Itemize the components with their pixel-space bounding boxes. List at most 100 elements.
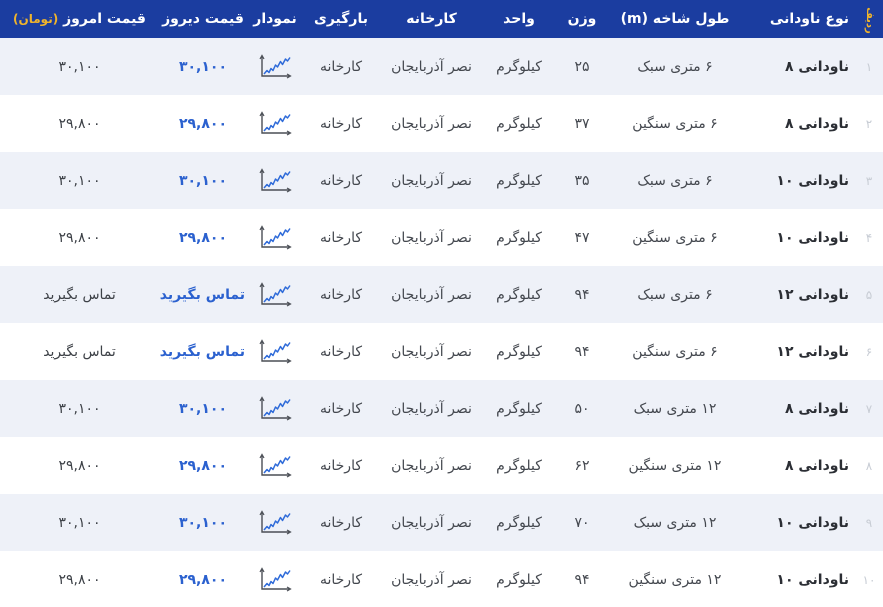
loading-location: کارخانه [319, 172, 362, 189]
header-today-price: قیمت امروز (تومان) [0, 0, 159, 38]
today-price: ۳۰,۱۰۰ [58, 514, 101, 531]
chart-cell [247, 323, 303, 380]
branch-length: ۶ متری سنگین [632, 343, 718, 360]
row-number: ۶ [865, 344, 873, 359]
loading-location: کارخانه [319, 343, 362, 360]
sparkline-chart-icon[interactable] [257, 110, 293, 138]
header-chart: نمودار [247, 0, 303, 38]
chart-cell [247, 95, 303, 152]
weight-value: ۳۵ [574, 172, 590, 189]
header-loading: بارگیری [303, 0, 379, 38]
loading-location: کارخانه [319, 400, 362, 417]
weight-value: ۷۰ [574, 514, 590, 531]
chart-cell [247, 380, 303, 437]
yesterday-price: ۲۹,۸۰۰ [178, 229, 228, 246]
factory-name: نصر آذربایجان [391, 514, 472, 531]
header-today-price-unit: (تومان) [13, 12, 59, 26]
sparkline-chart-icon[interactable] [257, 566, 293, 594]
today-price: ۳۰,۱۰۰ [58, 400, 101, 417]
channel-type: ناودانی ۱۰ [776, 172, 849, 189]
sparkline-chart-icon[interactable] [257, 281, 293, 309]
sparkline-chart-icon[interactable] [257, 395, 293, 423]
header-row-index-label: ردیف [863, 7, 875, 34]
factory-name: نصر آذربایجان [391, 58, 472, 75]
weight-value: ۵۰ [574, 400, 590, 417]
header-weight: وزن [554, 0, 610, 38]
weight-value: ۹۴ [574, 343, 590, 360]
table-body: ۱ ناودانی ۸ ۶ متری سبک ۲۵ کیلوگرم نصر آذ… [0, 38, 883, 607]
table-row: ۴ ناودانی ۱۰ ۶ متری سنگین ۴۷ کیلوگرم نصر… [0, 209, 883, 266]
loading-location: کارخانه [319, 571, 362, 588]
chart-cell [247, 38, 303, 95]
weight-value: ۹۴ [574, 286, 590, 303]
row-number: ۳ [865, 173, 873, 188]
factory-name: نصر آذربایجان [391, 286, 472, 303]
today-price: تماس بگیرید [43, 343, 116, 360]
weight-value: ۲۵ [574, 58, 590, 75]
header-row-index: ردیف [855, 0, 883, 38]
channel-type: ناودانی ۸ [784, 400, 849, 417]
factory-name: نصر آذربایجان [391, 229, 472, 246]
header-channel-type: نوع ناودانی [740, 0, 855, 38]
today-price: تماس بگیرید [43, 286, 116, 303]
factory-name: نصر آذربایجان [391, 343, 472, 360]
channel-type: ناودانی ۱۰ [776, 571, 849, 588]
unit-value: کیلوگرم [496, 571, 542, 588]
chart-cell [247, 209, 303, 266]
channel-type: ناودانی ۱۰ [776, 514, 849, 531]
table-row: ۸ ناودانی ۸ ۱۲ متری سنگین ۶۲ کیلوگرم نصر… [0, 437, 883, 494]
sparkline-chart-icon[interactable] [257, 509, 293, 537]
today-price: ۲۹,۸۰۰ [58, 571, 101, 588]
loading-location: کارخانه [319, 229, 362, 246]
unit-value: کیلوگرم [496, 172, 542, 189]
header-factory: کارخانه [379, 0, 484, 38]
header-today-price-label: قیمت امروز [63, 11, 146, 27]
yesterday-price: ۳۰,۱۰۰ [178, 172, 228, 189]
factory-name: نصر آذربایجان [391, 571, 472, 588]
branch-length: ۱۲ متری سنگین [628, 571, 722, 588]
yesterday-price: ۲۹,۸۰۰ [178, 115, 228, 132]
sparkline-chart-icon[interactable] [257, 167, 293, 195]
sparkline-chart-icon[interactable] [257, 53, 293, 81]
branch-length: ۶ متری سنگین [632, 229, 718, 246]
factory-name: نصر آذربایجان [391, 457, 472, 474]
weight-value: ۶۲ [574, 457, 590, 474]
channel-type: ناودانی ۸ [784, 58, 849, 75]
row-number: ۷ [865, 401, 873, 416]
unit-value: کیلوگرم [496, 457, 542, 474]
loading-location: کارخانه [319, 457, 362, 474]
unit-value: کیلوگرم [496, 400, 542, 417]
row-number: ۹ [865, 515, 873, 530]
channel-type: ناودانی ۱۲ [776, 343, 849, 360]
loading-location: کارخانه [319, 514, 362, 531]
branch-length: ۶ متری سبک [637, 172, 713, 189]
unit-value: کیلوگرم [496, 286, 542, 303]
branch-length: ۶ متری سنگین [632, 115, 718, 132]
chart-cell [247, 551, 303, 607]
today-price: ۳۰,۱۰۰ [58, 58, 101, 75]
factory-name: نصر آذربایجان [391, 172, 472, 189]
today-price: ۲۹,۸۰۰ [58, 115, 101, 132]
channel-type: ناودانی ۱۲ [776, 286, 849, 303]
sparkline-chart-icon[interactable] [257, 224, 293, 252]
loading-location: کارخانه [319, 58, 362, 75]
factory-name: نصر آذربایجان [391, 400, 472, 417]
chart-cell [247, 152, 303, 209]
chart-cell [247, 437, 303, 494]
branch-length: ۱۲ متری سبک [633, 400, 717, 417]
weight-value: ۴۷ [574, 229, 590, 246]
yesterday-price: ۳۰,۱۰۰ [178, 514, 228, 531]
today-price: ۲۹,۸۰۰ [58, 457, 101, 474]
channel-type: ناودانی ۸ [784, 115, 849, 132]
weight-value: ۹۴ [574, 571, 590, 588]
sparkline-chart-icon[interactable] [257, 452, 293, 480]
table-row: ۱ ناودانی ۸ ۶ متری سبک ۲۵ کیلوگرم نصر آذ… [0, 38, 883, 95]
table-header: ردیف نوع ناودانی طول شاخه (m) وزن واحد ک… [0, 0, 883, 38]
branch-length: ۱۲ متری سبک [633, 514, 717, 531]
table-row: ۵ ناودانی ۱۲ ۶ متری سبک ۹۴ کیلوگرم نصر آ… [0, 266, 883, 323]
row-number: ۱ [865, 59, 873, 74]
yesterday-price: ۳۰,۱۰۰ [178, 400, 228, 417]
sparkline-chart-icon[interactable] [257, 338, 293, 366]
header-branch-length: طول شاخه (m) [610, 0, 740, 38]
